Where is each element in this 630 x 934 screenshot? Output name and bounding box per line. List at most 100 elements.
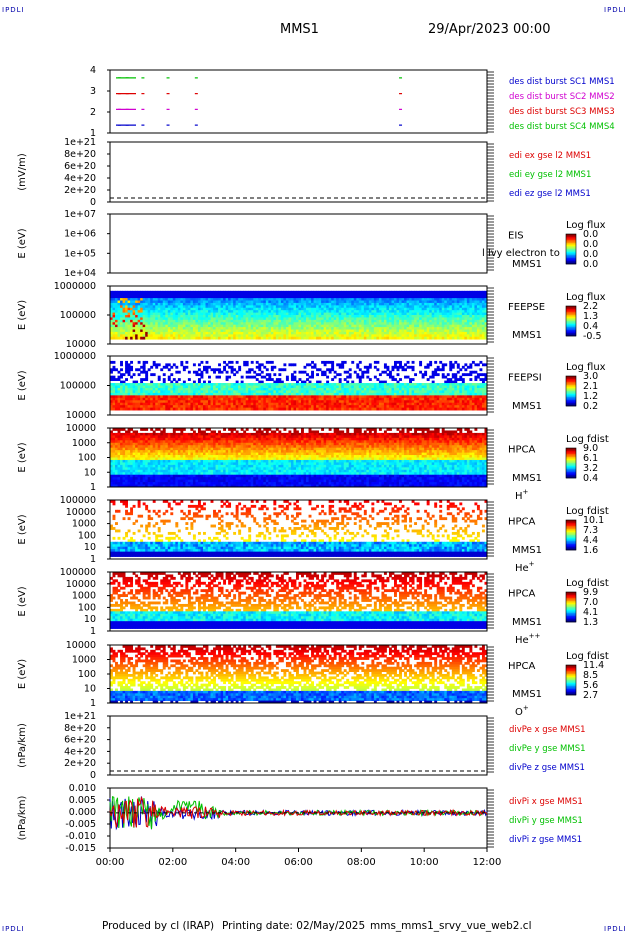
heatmap-cell <box>157 392 161 396</box>
heatmap-cell <box>110 397 113 401</box>
heatmap-cell <box>205 360 209 364</box>
heatmap-cell <box>386 390 390 394</box>
heatmap-cell <box>187 322 191 326</box>
heatmap-cell <box>147 405 151 409</box>
heatmap-cell <box>140 312 144 316</box>
heatmap-cell <box>301 319 304 323</box>
heatmap-cell <box>391 392 395 396</box>
heatmap-cell <box>419 402 423 406</box>
heatmap-cell <box>373 319 377 323</box>
heatmap-cell <box>258 324 262 328</box>
heatmap-cell <box>404 387 407 391</box>
heatmap-cell <box>215 307 219 311</box>
heatmap-cell <box>466 293 470 297</box>
heatmap-cell <box>308 307 312 311</box>
heatmap-cell <box>140 317 144 321</box>
heatmap-cell <box>225 400 229 404</box>
heatmap-cell <box>197 363 201 367</box>
heatmap-cell <box>436 298 440 301</box>
heatmap-cell <box>366 370 370 374</box>
heatmap-cell <box>316 322 320 326</box>
heatmap-cell <box>429 307 433 311</box>
heatmap-cell <box>293 327 297 330</box>
heatmap-cell <box>225 290 229 294</box>
heatmap-cell <box>185 336 189 340</box>
heatmap-cell <box>451 329 455 333</box>
heatmap-cell <box>338 373 342 377</box>
heatmap-cell <box>461 324 465 328</box>
heatmap-cell <box>260 383 264 386</box>
heatmap-cell <box>303 383 307 386</box>
heatmap-cell <box>255 307 259 311</box>
heatmap-cell <box>117 290 121 294</box>
heatmap-cell <box>479 300 483 304</box>
heatmap-cell <box>273 319 277 323</box>
heatmap-cell <box>419 395 423 399</box>
heatmap-cell <box>167 305 171 309</box>
heatmap-cell <box>328 402 332 406</box>
heatmap-cell <box>205 329 209 333</box>
heatmap-cell <box>348 305 352 309</box>
heatmap-cell <box>474 331 478 335</box>
heatmap-cell <box>240 302 244 306</box>
heatmap-cell <box>301 298 304 301</box>
heatmap-cell <box>471 310 475 313</box>
heatmap-cell <box>248 370 252 374</box>
heatmap-cell <box>185 331 189 335</box>
heatmap-cell <box>469 290 473 294</box>
heatmap-cell <box>155 363 159 367</box>
heatmap-cell <box>303 397 307 401</box>
heatmap-cell <box>260 295 264 299</box>
heatmap-cell <box>112 293 116 297</box>
y-tick-label: 4 <box>90 65 96 76</box>
heatmap-cell <box>162 305 166 309</box>
heatmap-cell <box>394 300 397 304</box>
heatmap-cell <box>137 400 141 404</box>
heatmap-cell <box>250 397 254 401</box>
heatmap-cell <box>404 293 407 297</box>
heatmap-cell <box>248 385 252 389</box>
heatmap-cell <box>278 329 282 333</box>
heatmap-cell <box>250 385 254 389</box>
heatmap-cell <box>318 334 322 338</box>
heatmap-cell <box>147 331 151 335</box>
heatmap-cell <box>306 305 309 309</box>
heatmap-cell <box>368 390 372 394</box>
heatmap-cell <box>419 370 423 374</box>
heatmap-cell <box>341 307 345 311</box>
heatmap-cell <box>170 373 174 377</box>
heatmap-cell <box>446 307 450 311</box>
heatmap-cell <box>290 290 294 294</box>
heatmap-cell <box>361 334 365 338</box>
heatmap-cell <box>341 295 345 299</box>
heatmap-cell <box>122 380 126 384</box>
heatmap-cell <box>409 392 412 396</box>
heatmap-cell <box>220 387 224 391</box>
heatmap-cell <box>293 370 297 374</box>
heatmap-cell <box>301 385 304 389</box>
heatmap-cell <box>215 334 219 338</box>
heatmap-cell <box>182 368 186 372</box>
heatmap-cell <box>137 373 141 377</box>
heatmap-cell <box>220 334 224 338</box>
heatmap-cell <box>205 327 209 330</box>
heatmap-cell <box>285 322 289 326</box>
heatmap-cell <box>223 322 227 326</box>
heatmap-cell <box>280 293 284 297</box>
heatmap-cell <box>150 322 154 326</box>
heatmap-cell <box>243 305 247 309</box>
heatmap-cell <box>298 400 302 404</box>
heatmap-cell <box>215 395 219 399</box>
heatmap-cell <box>371 405 375 409</box>
heatmap-cell <box>481 331 485 335</box>
heatmap-cell <box>456 298 460 301</box>
heatmap-cell <box>205 295 209 299</box>
heatmap-cell <box>373 295 377 299</box>
heatmap-cell <box>110 370 113 374</box>
heatmap-cell <box>140 397 144 401</box>
heatmap-cell <box>331 310 335 313</box>
heatmap-cell <box>424 300 428 304</box>
heatmap-cell <box>328 298 332 301</box>
heatmap-cell <box>122 397 126 401</box>
heatmap-cell <box>406 329 410 333</box>
